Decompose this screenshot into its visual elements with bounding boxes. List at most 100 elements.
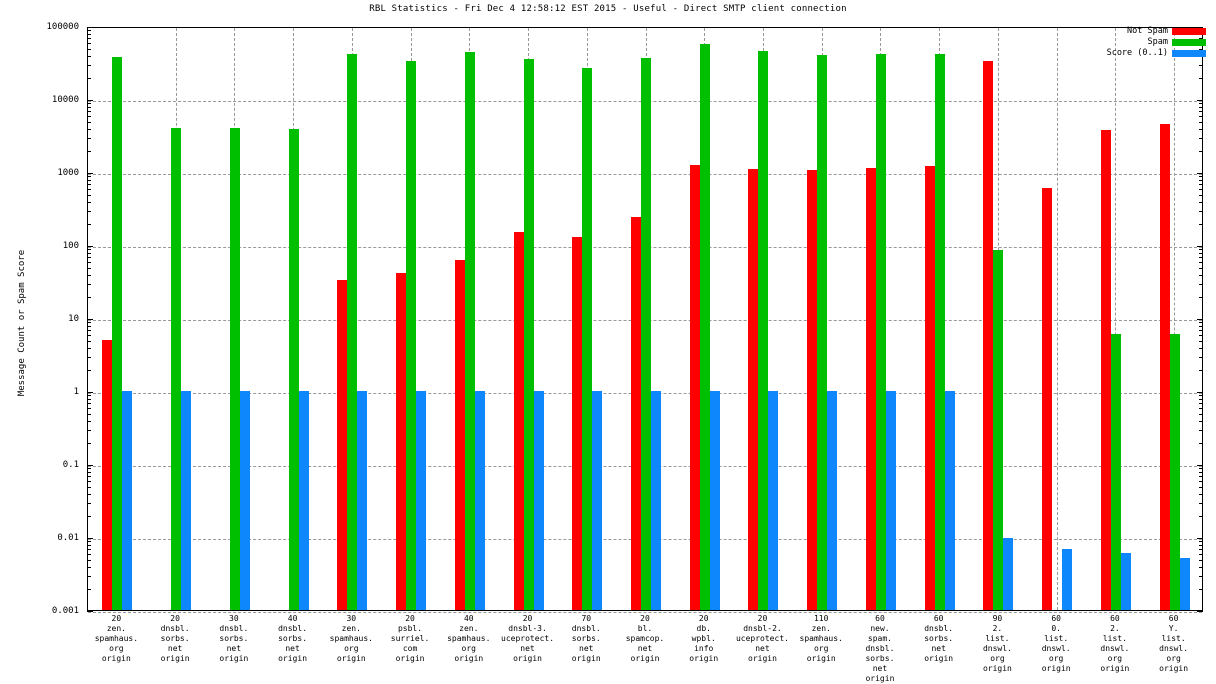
x-tick-label: 20 dnsbl-2. uceprotect. net origin	[735, 614, 789, 663]
axis-tick	[87, 184, 91, 186]
vertical-gridline	[1115, 28, 1117, 610]
axis-tick	[1199, 262, 1203, 264]
bar-score	[357, 391, 368, 610]
axis-tick	[1199, 468, 1203, 470]
axis-tick	[87, 202, 91, 204]
axis-tick	[87, 545, 91, 547]
axis-tick	[1199, 472, 1203, 474]
bar-spam	[641, 58, 651, 610]
bar-spam	[582, 67, 593, 610]
axis-tick	[87, 34, 91, 36]
axis-tick	[1197, 246, 1203, 247]
axis-tick	[1197, 538, 1203, 539]
x-tick-label: 30 dnsbl. sorbs. net origin	[219, 614, 249, 663]
x-tick-label: 60 2. list. dnswl. org origin	[1100, 614, 1130, 673]
axis-tick	[1199, 476, 1203, 478]
y-tick-label: 10	[68, 314, 79, 324]
axis-tick	[87, 538, 93, 539]
bar-not-spam	[983, 61, 994, 610]
axis-tick	[87, 275, 91, 277]
axis-tick	[1199, 249, 1203, 251]
x-tick-label: 20 dnsbl. sorbs. net origin	[160, 614, 190, 663]
bar-not-spam	[337, 280, 348, 610]
x-tick-label: 60 Y. list. dnswl. org origin	[1159, 614, 1189, 673]
bar-score	[651, 391, 661, 610]
axis-tick	[87, 262, 91, 264]
x-tick-label: 70 dnsbl. sorbs. net origin	[571, 614, 601, 663]
axis-tick	[1199, 340, 1203, 342]
y-tick-label: 10000	[51, 95, 79, 105]
axis-tick	[1199, 284, 1203, 286]
axis-tick	[87, 173, 93, 174]
bar-spam	[347, 54, 358, 610]
axis-tick	[1199, 494, 1203, 496]
axis-tick	[87, 121, 91, 123]
bar-not-spam	[865, 167, 876, 610]
axis-tick	[87, 100, 93, 101]
axis-tick	[1199, 151, 1203, 153]
axis-tick	[87, 48, 91, 50]
axis-tick	[1199, 129, 1203, 131]
axis-tick	[87, 589, 91, 591]
bar-spam	[288, 128, 299, 610]
axis-tick	[87, 494, 91, 496]
axis-tick	[1199, 257, 1203, 259]
axis-tick	[87, 408, 91, 410]
axis-tick	[87, 111, 91, 113]
axis-tick	[1199, 38, 1203, 40]
axis-tick	[1197, 465, 1203, 466]
axis-tick	[87, 549, 91, 551]
bar-score	[122, 391, 133, 610]
legend-item: Spam	[1078, 37, 1206, 48]
axis-tick	[87, 211, 91, 213]
bar-score	[474, 391, 485, 610]
bar-not-spam	[924, 166, 935, 610]
axis-tick	[1199, 545, 1203, 547]
axis-tick	[87, 253, 91, 255]
axis-tick	[1199, 326, 1203, 328]
bar-not-spam	[1159, 124, 1170, 610]
gridline	[88, 612, 1202, 613]
axis-tick	[87, 503, 91, 505]
legend-label: Not Spam	[1127, 26, 1168, 36]
axis-tick	[1199, 399, 1203, 401]
bar-score	[944, 391, 955, 610]
x-tick-label: 60 dnsbl. sorbs. net origin	[924, 614, 954, 663]
axis-tick	[1199, 211, 1203, 213]
y-axis-title: Message Count or Spam Score	[17, 249, 27, 397]
bar-spam	[758, 50, 769, 610]
axis-tick	[87, 421, 91, 423]
axis-tick	[87, 189, 91, 191]
axis-tick	[1199, 516, 1203, 518]
axis-tick	[1199, 275, 1203, 277]
axis-tick	[87, 541, 91, 543]
axis-tick	[1199, 224, 1203, 226]
axis-tick	[1199, 486, 1203, 488]
bar-score	[1062, 549, 1073, 610]
axis-tick	[1199, 121, 1203, 123]
bar-spam	[112, 56, 123, 610]
axis-tick	[1199, 189, 1203, 191]
axis-tick	[1197, 100, 1203, 101]
bar-spam	[817, 55, 828, 610]
x-tick-label: 40 zen. spamhaus. org origin	[447, 614, 491, 663]
axis-tick	[1199, 202, 1203, 204]
vertical-gridline	[1056, 28, 1058, 610]
x-tick-label: 20 psbl. surriel. com origin	[390, 614, 430, 663]
y-tick-label: 1	[73, 387, 79, 397]
axis-tick	[1199, 107, 1203, 109]
axis-tick	[87, 330, 91, 332]
axis-tick	[87, 516, 91, 518]
axis-tick	[87, 395, 91, 397]
axis-tick	[87, 399, 91, 401]
axis-tick	[87, 443, 91, 445]
axis-tick	[1199, 481, 1203, 483]
axis-tick	[1199, 78, 1203, 80]
axis-tick	[87, 465, 93, 466]
axis-tick	[1199, 335, 1203, 337]
bar-score	[1179, 558, 1190, 610]
axis-tick	[87, 267, 91, 269]
axis-tick	[1199, 413, 1203, 415]
bar-spam	[699, 43, 710, 610]
axis-tick	[1199, 559, 1203, 561]
